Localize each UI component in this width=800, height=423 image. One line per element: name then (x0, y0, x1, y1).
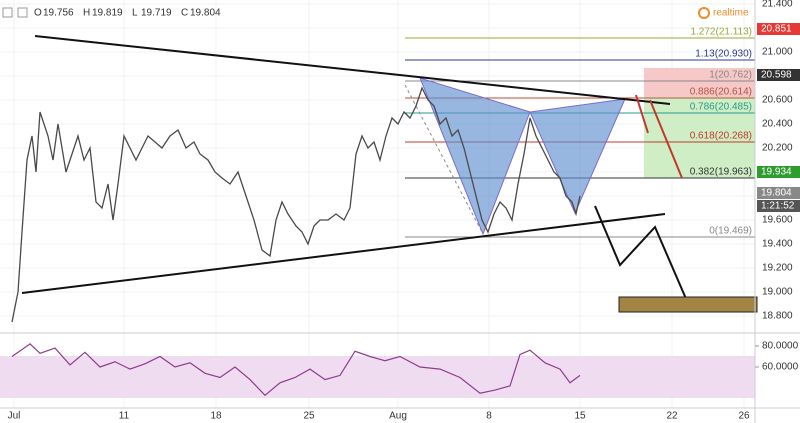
price-tag-bg (757, 69, 800, 81)
fib-label: 1.272(21.113) (690, 27, 752, 38)
red-arrow (635, 94, 649, 134)
ohlc-value: 19.804 (190, 8, 221, 19)
fib-label: 0.886(20.614) (690, 87, 752, 98)
price-tag: 20.598 (761, 70, 792, 81)
price-tag: 19.934 (761, 167, 792, 178)
price-tag-bg (757, 23, 800, 35)
price-tags: 20.851 20.598 19.934 19.804 1:21:52 (757, 23, 800, 212)
risk-zone (644, 68, 755, 97)
realtime-icon (698, 7, 710, 19)
icon (2, 7, 13, 18)
x-tick-label: 18 (210, 411, 222, 422)
fib-label: 0(19.469) (709, 226, 752, 237)
x-tick-label: Jul (8, 411, 21, 422)
target-zone (644, 97, 755, 178)
rsi-tick-label: 80.0000 (762, 341, 799, 352)
ohlc-header: O 19.756 H 19.819 L 19.719 C 19.804 (34, 8, 221, 19)
rsi-line (11, 343, 581, 397)
y-tick-label: 20.600 (762, 95, 793, 106)
ohlc-value: 19.756 (43, 8, 74, 19)
projection-arrow (594, 205, 691, 309)
y-tick-label: 19.600 (762, 215, 793, 226)
y-tick-label: 20.400 (762, 119, 793, 130)
x-tick-label: Aug (389, 411, 407, 422)
fib-label: 1.13(20.930) (695, 49, 752, 60)
ohlc-key: C (181, 8, 188, 19)
fib-label: 0.382(19.963) (690, 167, 752, 178)
price-series (11, 86, 581, 323)
price-tag-bg (757, 200, 800, 212)
x-tick-label: 22 (666, 411, 678, 422)
y-tick-label: 21.400 (762, 0, 793, 10)
y-tick-label: 21.000 (762, 47, 793, 58)
pattern-bcd (529, 98, 626, 215)
ohlc-key: O (34, 8, 42, 19)
rsi-band (0, 356, 755, 398)
ohlc-value: 19.819 (92, 8, 123, 19)
rsi-series (11, 343, 581, 397)
trendline-lower (21, 213, 666, 294)
pattern-xab (419, 77, 531, 236)
x-tick-label: 11 (119, 411, 130, 422)
price-tag: 19.804 (761, 188, 792, 199)
price-tag-bg (757, 166, 800, 178)
rsi-tick-label: 60.0000 (762, 362, 799, 373)
fib-label: 0.618(20.268) (690, 131, 752, 142)
y-tick-label: 19.400 (762, 239, 793, 250)
grid (0, 0, 755, 408)
x-tick-label: 26 (738, 411, 750, 422)
price-tag-bg (757, 187, 800, 199)
realtime-label: realtime (713, 8, 749, 19)
fib-label: 1(20.762) (709, 70, 752, 81)
ohlc-key: L (132, 8, 138, 19)
icon (17, 7, 28, 18)
price-line (11, 86, 581, 323)
target-box (618, 296, 758, 313)
red-arrow (649, 99, 683, 179)
trendline-upper (34, 35, 671, 105)
price-tag: 20.851 (761, 24, 792, 35)
x-tick-label: 8 (486, 411, 492, 422)
price-tag: 1:21:52 (761, 201, 795, 212)
ohlc-value: 19.719 (141, 8, 172, 19)
y-tick-label: 20.200 (762, 143, 793, 154)
y-tick-label: 18.800 (762, 311, 793, 322)
y-tick-label: 19.200 (762, 263, 793, 274)
ohlc-key: H (83, 8, 90, 19)
y-tick-label: 19.000 (762, 287, 793, 298)
x-tick-label: 25 (303, 411, 315, 422)
x-tick-label: 15 (574, 411, 586, 422)
fib-label: 0.786(20.485) (690, 102, 752, 113)
pattern-diagonal (404, 84, 484, 235)
